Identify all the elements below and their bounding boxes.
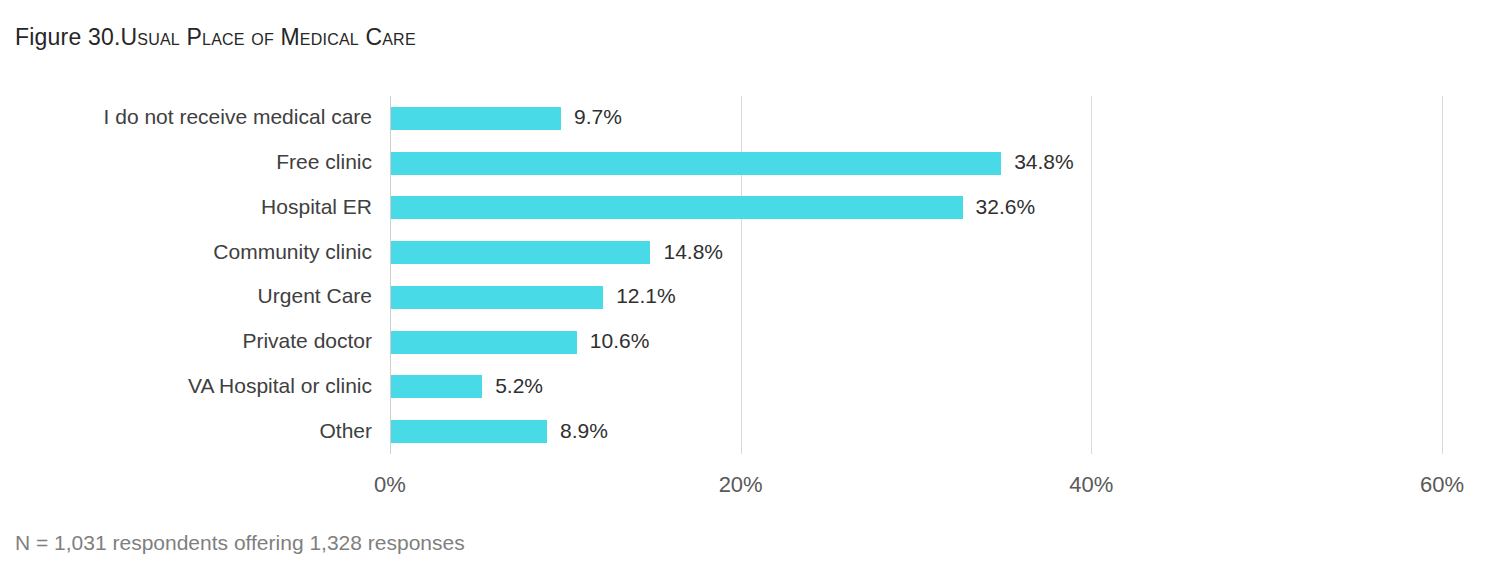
x-tick-label: 60% <box>1382 472 1492 498</box>
value-label: 8.9% <box>560 419 608 443</box>
x-tick-label: 20% <box>681 472 801 498</box>
category-label: VA Hospital or clinic <box>0 374 372 398</box>
value-label: 34.8% <box>1014 150 1074 174</box>
bar <box>391 331 577 354</box>
value-label: 12.1% <box>616 284 676 308</box>
category-label: Free clinic <box>0 150 372 174</box>
footnote: N = 1,031 respondents offering 1,328 res… <box>15 531 465 555</box>
category-label: Private doctor <box>0 329 372 353</box>
bar <box>391 420 547 443</box>
bar <box>391 375 482 398</box>
category-label: Other <box>0 419 372 443</box>
x-tick-label: 0% <box>330 472 450 498</box>
gridline <box>741 96 742 454</box>
value-label: 10.6% <box>590 329 650 353</box>
category-label: Urgent Care <box>0 284 372 308</box>
category-label: Community clinic <box>0 240 372 264</box>
usual-place-of-medical-care-chart: Figure 30.Usual Place of Medical Care 0%… <box>0 0 1492 564</box>
bar <box>391 241 650 264</box>
y-axis-line <box>390 96 391 454</box>
bar <box>391 196 963 219</box>
figure-title: Figure 30.Usual Place of Medical Care <box>15 24 416 51</box>
category-label: Hospital ER <box>0 195 372 219</box>
bar <box>391 107 561 130</box>
value-label: 5.2% <box>495 374 543 398</box>
x-tick-label: 40% <box>1031 472 1151 498</box>
bar <box>391 152 1001 175</box>
figure-title-caps: Usual Place of Medical Care <box>121 24 416 50</box>
value-label: 14.8% <box>663 240 723 264</box>
gridline <box>1442 96 1443 454</box>
value-label: 9.7% <box>574 105 622 129</box>
category-label: I do not receive medical care <box>0 105 372 129</box>
bar <box>391 286 603 309</box>
figure-title-prefix: Figure 30. <box>15 24 121 50</box>
gridline <box>1091 96 1092 454</box>
value-label: 32.6% <box>976 195 1036 219</box>
